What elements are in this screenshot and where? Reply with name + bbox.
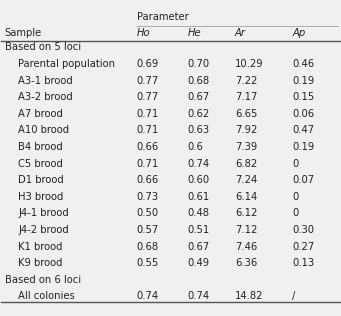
Text: Ap: Ap — [292, 28, 306, 38]
Text: 6.82: 6.82 — [235, 159, 257, 169]
Text: 0.68: 0.68 — [188, 76, 209, 86]
Text: 6.36: 6.36 — [235, 258, 257, 268]
Text: 6.14: 6.14 — [235, 192, 257, 202]
Text: 0.6: 0.6 — [188, 142, 203, 152]
Text: 0.67: 0.67 — [188, 242, 210, 252]
Text: 0: 0 — [292, 192, 298, 202]
Text: K1 brood: K1 brood — [18, 242, 63, 252]
Text: 0.71: 0.71 — [137, 125, 159, 136]
Text: 7.46: 7.46 — [235, 242, 257, 252]
Text: 0.49: 0.49 — [188, 258, 209, 268]
Text: 0.63: 0.63 — [188, 125, 209, 136]
Text: 0.07: 0.07 — [292, 175, 314, 185]
Text: C5 brood: C5 brood — [18, 159, 63, 169]
Text: 0.48: 0.48 — [188, 209, 209, 218]
Text: 0.06: 0.06 — [292, 109, 314, 119]
Text: B4 brood: B4 brood — [18, 142, 63, 152]
Text: 0.13: 0.13 — [292, 258, 314, 268]
Text: Ho: Ho — [137, 28, 150, 38]
Text: 6.65: 6.65 — [235, 109, 257, 119]
Text: A7 brood: A7 brood — [18, 109, 63, 119]
Text: 0.15: 0.15 — [292, 92, 314, 102]
Text: 0.74: 0.74 — [188, 291, 209, 301]
Text: A3-1 brood: A3-1 brood — [18, 76, 73, 86]
Text: Parental population: Parental population — [18, 59, 115, 69]
Text: 0.50: 0.50 — [137, 209, 159, 218]
Text: 6.12: 6.12 — [235, 209, 257, 218]
Text: 7.22: 7.22 — [235, 76, 257, 86]
Text: J4-1 brood: J4-1 brood — [18, 209, 69, 218]
Text: 7.24: 7.24 — [235, 175, 257, 185]
Text: 0.67: 0.67 — [188, 92, 210, 102]
Text: 0.66: 0.66 — [137, 142, 159, 152]
Text: 0.68: 0.68 — [137, 242, 159, 252]
Text: Based on 5 loci: Based on 5 loci — [5, 42, 81, 52]
Text: 0.30: 0.30 — [292, 225, 314, 235]
Text: 0.74: 0.74 — [188, 159, 209, 169]
Text: 0: 0 — [292, 209, 298, 218]
Text: 10.29: 10.29 — [235, 59, 263, 69]
Text: 0.77: 0.77 — [137, 76, 159, 86]
Text: 0.60: 0.60 — [188, 175, 209, 185]
Text: 7.39: 7.39 — [235, 142, 257, 152]
Text: 0.19: 0.19 — [292, 76, 314, 86]
Text: D1 brood: D1 brood — [18, 175, 64, 185]
Text: Based on 6 loci: Based on 6 loci — [5, 275, 81, 285]
Text: All colonies: All colonies — [18, 291, 75, 301]
Text: 0.77: 0.77 — [137, 92, 159, 102]
Text: 7.17: 7.17 — [235, 92, 257, 102]
Text: He: He — [188, 28, 201, 38]
Text: Parameter: Parameter — [137, 12, 189, 22]
Text: 0.66: 0.66 — [137, 175, 159, 185]
Text: Sample: Sample — [5, 28, 42, 38]
Text: 0.57: 0.57 — [137, 225, 159, 235]
Text: 0.74: 0.74 — [137, 291, 159, 301]
Text: 7.92: 7.92 — [235, 125, 257, 136]
Text: 0: 0 — [292, 159, 298, 169]
Text: 0.62: 0.62 — [188, 109, 210, 119]
Text: 0.73: 0.73 — [137, 192, 159, 202]
Text: J4-2 brood: J4-2 brood — [18, 225, 69, 235]
Text: 0.51: 0.51 — [188, 225, 210, 235]
Text: 14.82: 14.82 — [235, 291, 263, 301]
Text: A10 brood: A10 brood — [18, 125, 70, 136]
Text: 0.27: 0.27 — [292, 242, 314, 252]
Text: 0.61: 0.61 — [188, 192, 210, 202]
Text: 0.69: 0.69 — [137, 59, 159, 69]
Text: A3-2 brood: A3-2 brood — [18, 92, 73, 102]
Text: 0.70: 0.70 — [188, 59, 209, 69]
Text: 0.55: 0.55 — [137, 258, 159, 268]
Text: 0.19: 0.19 — [292, 142, 314, 152]
Text: Ar: Ar — [235, 28, 246, 38]
Text: 0.71: 0.71 — [137, 109, 159, 119]
Text: K9 brood: K9 brood — [18, 258, 63, 268]
Text: /: / — [292, 291, 296, 301]
Text: 7.12: 7.12 — [235, 225, 257, 235]
Text: 0.47: 0.47 — [292, 125, 314, 136]
Text: 0.71: 0.71 — [137, 159, 159, 169]
Text: H3 brood: H3 brood — [18, 192, 64, 202]
Text: 0.46: 0.46 — [292, 59, 314, 69]
